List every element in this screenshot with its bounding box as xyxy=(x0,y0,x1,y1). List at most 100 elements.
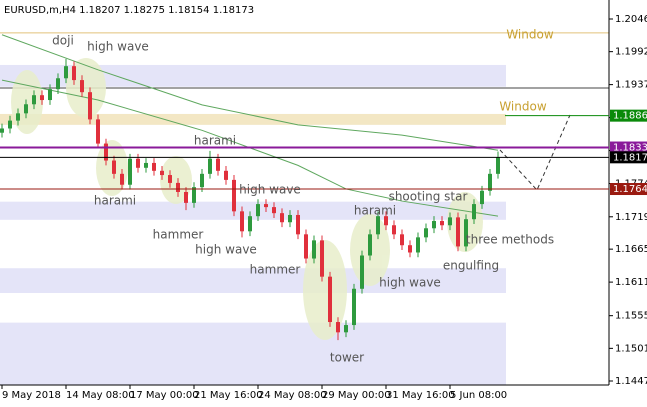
candle-body xyxy=(96,119,100,144)
candle-body xyxy=(360,255,364,289)
pattern-label: harami xyxy=(94,194,136,208)
candle-body xyxy=(400,234,404,246)
plot xyxy=(0,34,500,341)
highlight xyxy=(303,240,347,340)
pattern-label: shooting star xyxy=(389,190,468,204)
candle-body xyxy=(112,160,116,174)
candle-body xyxy=(176,182,180,192)
price-label: 1.17649 xyxy=(613,184,647,195)
candle-body xyxy=(480,190,484,205)
candle-body xyxy=(256,204,260,217)
candle-body xyxy=(48,89,52,101)
zone xyxy=(0,268,506,293)
y-tick-label: 1.15555 xyxy=(615,311,647,322)
candle-body xyxy=(496,157,500,174)
candle-body xyxy=(280,213,284,223)
candle-body xyxy=(352,288,356,326)
candle-body xyxy=(320,240,324,277)
pattern-label: tower xyxy=(330,351,364,365)
x-tick-label: 5 Jun 08:00 xyxy=(450,390,507,401)
candle-body xyxy=(144,162,148,168)
chart-title: EURUSD,m,H4 1.18207 1.18275 1.18154 1.18… xyxy=(4,5,254,16)
candle-body xyxy=(24,104,28,114)
candle-body xyxy=(248,216,252,232)
candle-body xyxy=(272,207,276,214)
zone xyxy=(0,113,506,125)
candle-body xyxy=(136,158,140,168)
candle-body xyxy=(408,245,412,253)
zone xyxy=(0,64,506,87)
x-tick-label: 29 May 00:00 xyxy=(322,390,391,401)
y-tick-label: 1.19375 xyxy=(615,80,647,91)
x-tick-label: 24 May 08:00 xyxy=(258,390,327,401)
x-tick-label: 9 May 2018 xyxy=(2,390,61,401)
candle-body xyxy=(344,325,348,333)
candle-body xyxy=(16,113,20,121)
candle-body xyxy=(56,78,60,90)
candle-body xyxy=(192,187,196,203)
pattern-label: high wave xyxy=(239,183,301,197)
pattern-label: hammer xyxy=(153,228,204,242)
pattern-label: Window xyxy=(506,28,554,42)
candle-body xyxy=(432,221,436,229)
candle-body xyxy=(296,214,300,235)
price-box xyxy=(610,109,647,122)
candle-body xyxy=(232,179,236,212)
candle-body xyxy=(152,162,156,171)
pattern-label: high wave xyxy=(87,40,149,54)
candle-body xyxy=(240,211,244,232)
zone xyxy=(0,201,506,220)
x-tick-label: 14 May 08:00 xyxy=(66,390,135,401)
moving-average xyxy=(1,79,499,217)
price-label: 1.18173 xyxy=(613,152,647,163)
y-tick-label: 1.15015 xyxy=(615,343,647,354)
candle-body xyxy=(488,173,492,191)
pattern-label: high wave xyxy=(195,243,257,257)
candle-body xyxy=(88,92,92,120)
candle-body xyxy=(208,158,212,174)
candle-body xyxy=(368,234,372,256)
candle-body xyxy=(224,170,228,180)
y-tick-label: 1.19920 xyxy=(615,47,647,58)
candle-body xyxy=(464,219,468,247)
price-label: 1.18335 xyxy=(613,143,647,154)
pattern-label: harami xyxy=(194,134,236,148)
candle-body xyxy=(264,204,268,208)
x-tick-label: 17 May 00:00 xyxy=(130,390,199,401)
candle-body xyxy=(120,173,124,185)
candle-body xyxy=(64,66,68,79)
price-box xyxy=(610,151,647,164)
pattern-label: engulfing xyxy=(443,259,499,273)
candle-body xyxy=(32,95,36,105)
candle-body xyxy=(424,228,428,238)
price-box xyxy=(610,183,647,196)
candle-body xyxy=(472,204,476,220)
candle-body xyxy=(392,225,396,235)
candle-body xyxy=(440,221,444,226)
y-tick-label: 1.14475 xyxy=(615,376,647,387)
candle-body xyxy=(200,173,204,188)
candle-body xyxy=(40,95,44,101)
pattern-label: hammer xyxy=(250,263,301,277)
pattern-label: harami xyxy=(354,204,396,218)
candle-body xyxy=(0,128,4,133)
candle-body xyxy=(128,158,132,185)
candle-body xyxy=(104,143,108,161)
pattern-label: Window xyxy=(499,100,547,114)
candle-body xyxy=(216,158,220,171)
price-box xyxy=(610,141,647,154)
candle-body xyxy=(80,80,84,93)
candle-body xyxy=(376,216,380,235)
candle-body xyxy=(336,322,340,333)
y-tick-label: 1.20460 xyxy=(615,14,647,25)
candle-body xyxy=(304,234,308,259)
candle-body xyxy=(384,216,388,226)
pattern-label: doji xyxy=(52,34,74,48)
candle-body xyxy=(456,217,460,247)
moving-average xyxy=(1,34,499,151)
pattern-label: three methods xyxy=(466,233,554,247)
price-label: 1.18862 xyxy=(613,111,647,122)
x-tick-label: 31 May 16:00 xyxy=(386,390,455,401)
